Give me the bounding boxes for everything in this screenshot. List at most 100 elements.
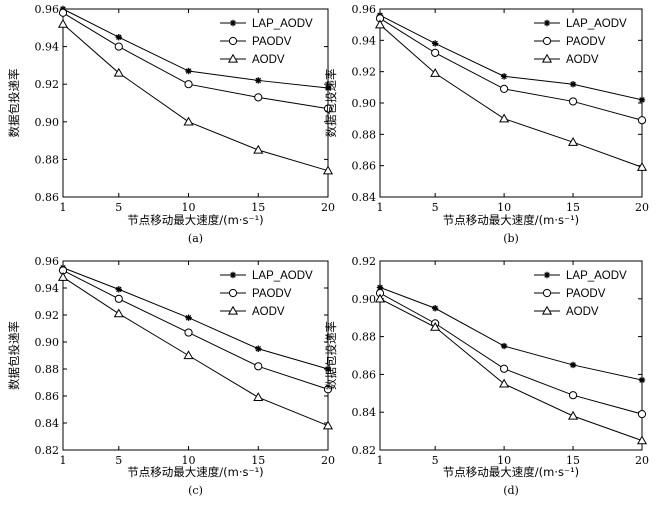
data-point bbox=[185, 67, 192, 75]
x-axis-label: 节点移动最大速度/(m·s⁻¹) bbox=[443, 465, 579, 479]
series-line bbox=[62, 267, 329, 370]
data-point bbox=[636, 435, 648, 445]
legend-label: AODV bbox=[252, 54, 285, 66]
x-tick-label: 20 bbox=[635, 454, 649, 467]
legend-label: PAODV bbox=[566, 36, 606, 48]
y-tick-label: 0.88 bbox=[352, 331, 377, 344]
series-paodv bbox=[375, 289, 647, 419]
y-tick-label: 0.88 bbox=[352, 128, 377, 141]
data-point bbox=[184, 328, 193, 337]
series-aodv bbox=[57, 271, 334, 430]
data-point bbox=[255, 77, 262, 84]
legend-item: PAODV bbox=[534, 288, 606, 300]
y-tick-label: 0.84 bbox=[352, 406, 377, 419]
data-point bbox=[569, 81, 577, 88]
data-point bbox=[500, 342, 508, 350]
y-tick-label: 0.94 bbox=[35, 41, 60, 54]
legend: LAP_AODV PAODV AODV bbox=[220, 270, 313, 318]
data-point bbox=[115, 286, 122, 293]
y-tick-label: 0.94 bbox=[352, 34, 377, 47]
data-point bbox=[253, 392, 264, 401]
x-tick-label: 10 bbox=[497, 454, 511, 467]
series-paodv bbox=[58, 266, 333, 394]
data-point bbox=[57, 18, 69, 28]
x-tick-label: 15 bbox=[251, 454, 265, 467]
x-axis-label: 节点移动最大速度/(m·s⁻¹) bbox=[127, 213, 263, 227]
data-point bbox=[323, 104, 333, 113]
data-point bbox=[637, 116, 647, 125]
panel-caption: (d) bbox=[503, 484, 519, 497]
legend-marker bbox=[229, 19, 237, 27]
plot-frame bbox=[62, 260, 329, 451]
x-tick-label: 5 bbox=[115, 454, 122, 467]
data-point bbox=[113, 67, 124, 77]
legend-item: AODV bbox=[534, 53, 599, 66]
data-point bbox=[568, 391, 578, 400]
legend-marker bbox=[228, 288, 238, 298]
data-point bbox=[638, 96, 646, 104]
y-tick-label: 0.92 bbox=[352, 255, 377, 268]
x-tick-label: 1 bbox=[377, 201, 384, 214]
y-tick-label: 0.88 bbox=[35, 153, 60, 166]
data-point bbox=[183, 116, 194, 126]
data-point bbox=[184, 80, 193, 89]
y-tick-label: 0.86 bbox=[352, 160, 377, 173]
data-point bbox=[183, 350, 194, 360]
data-point bbox=[430, 321, 441, 331]
legend: LAP_AODV PAODV AODV bbox=[534, 270, 627, 318]
y-tick-label: 0.92 bbox=[35, 309, 60, 322]
y-tick-label: 0.84 bbox=[352, 191, 377, 204]
y-tick-label: 0.82 bbox=[352, 444, 377, 457]
data-point bbox=[500, 73, 508, 80]
data-point bbox=[253, 144, 264, 154]
x-tick-label: 15 bbox=[251, 201, 265, 214]
data-point bbox=[431, 48, 440, 57]
y-tick-label: 0.90 bbox=[35, 116, 60, 129]
data-point bbox=[638, 376, 646, 384]
legend-label: AODV bbox=[566, 306, 599, 318]
legend-label: LAP_AODV bbox=[566, 18, 627, 30]
y-tick-label: 0.82 bbox=[35, 444, 60, 457]
series-line bbox=[379, 292, 643, 415]
legend-item: LAP_AODV bbox=[534, 270, 627, 282]
panel-caption: (c) bbox=[188, 484, 203, 497]
y-axis-label: 数据包投递率 bbox=[7, 321, 21, 390]
data-point bbox=[324, 84, 332, 92]
data-point bbox=[374, 293, 386, 303]
y-tick-label: 0.86 bbox=[35, 390, 60, 403]
legend-label: AODV bbox=[252, 306, 285, 318]
x-tick-label: 10 bbox=[497, 201, 511, 214]
x-tick-label: 20 bbox=[321, 454, 335, 467]
series-line bbox=[379, 286, 643, 381]
legend-label: LAP_AODV bbox=[566, 270, 627, 282]
legend-item: PAODV bbox=[534, 36, 606, 48]
legend-marker bbox=[541, 53, 553, 63]
y-tick-label: 0.92 bbox=[352, 66, 377, 79]
legend-marker bbox=[227, 305, 239, 315]
legend-marker bbox=[541, 305, 553, 315]
data-point bbox=[431, 40, 439, 47]
x-tick-label: 20 bbox=[635, 201, 649, 214]
y-tick-label: 0.96 bbox=[35, 3, 60, 16]
plot-frame bbox=[62, 8, 329, 198]
x-tick-label: 15 bbox=[566, 454, 580, 467]
legend-label: PAODV bbox=[566, 288, 606, 300]
legend-item: AODV bbox=[220, 305, 285, 318]
y-tick-label: 0.90 bbox=[352, 293, 377, 306]
series-aodv bbox=[374, 19, 648, 171]
data-point bbox=[254, 93, 263, 102]
legend-marker bbox=[229, 271, 237, 279]
chart-panel-b: 0.840.860.880.900.920.940.961 5 10 15 20数据包投… bbox=[324, 3, 649, 245]
data-point bbox=[569, 361, 577, 369]
legend-label: AODV bbox=[566, 54, 599, 66]
data-point bbox=[500, 84, 509, 94]
y-tick-label: 0.90 bbox=[35, 336, 60, 349]
series-paodv bbox=[58, 8, 333, 113]
chart-panel-c: 0.820.840.860.880.900.920.940.961 5 10 15 20… bbox=[7, 255, 335, 497]
y-tick-label: 0.86 bbox=[35, 191, 60, 204]
data-point bbox=[114, 294, 123, 303]
data-point bbox=[637, 409, 647, 419]
data-point bbox=[567, 136, 579, 146]
y-tick-label: 0.96 bbox=[352, 3, 377, 16]
legend-item: AODV bbox=[220, 53, 285, 66]
